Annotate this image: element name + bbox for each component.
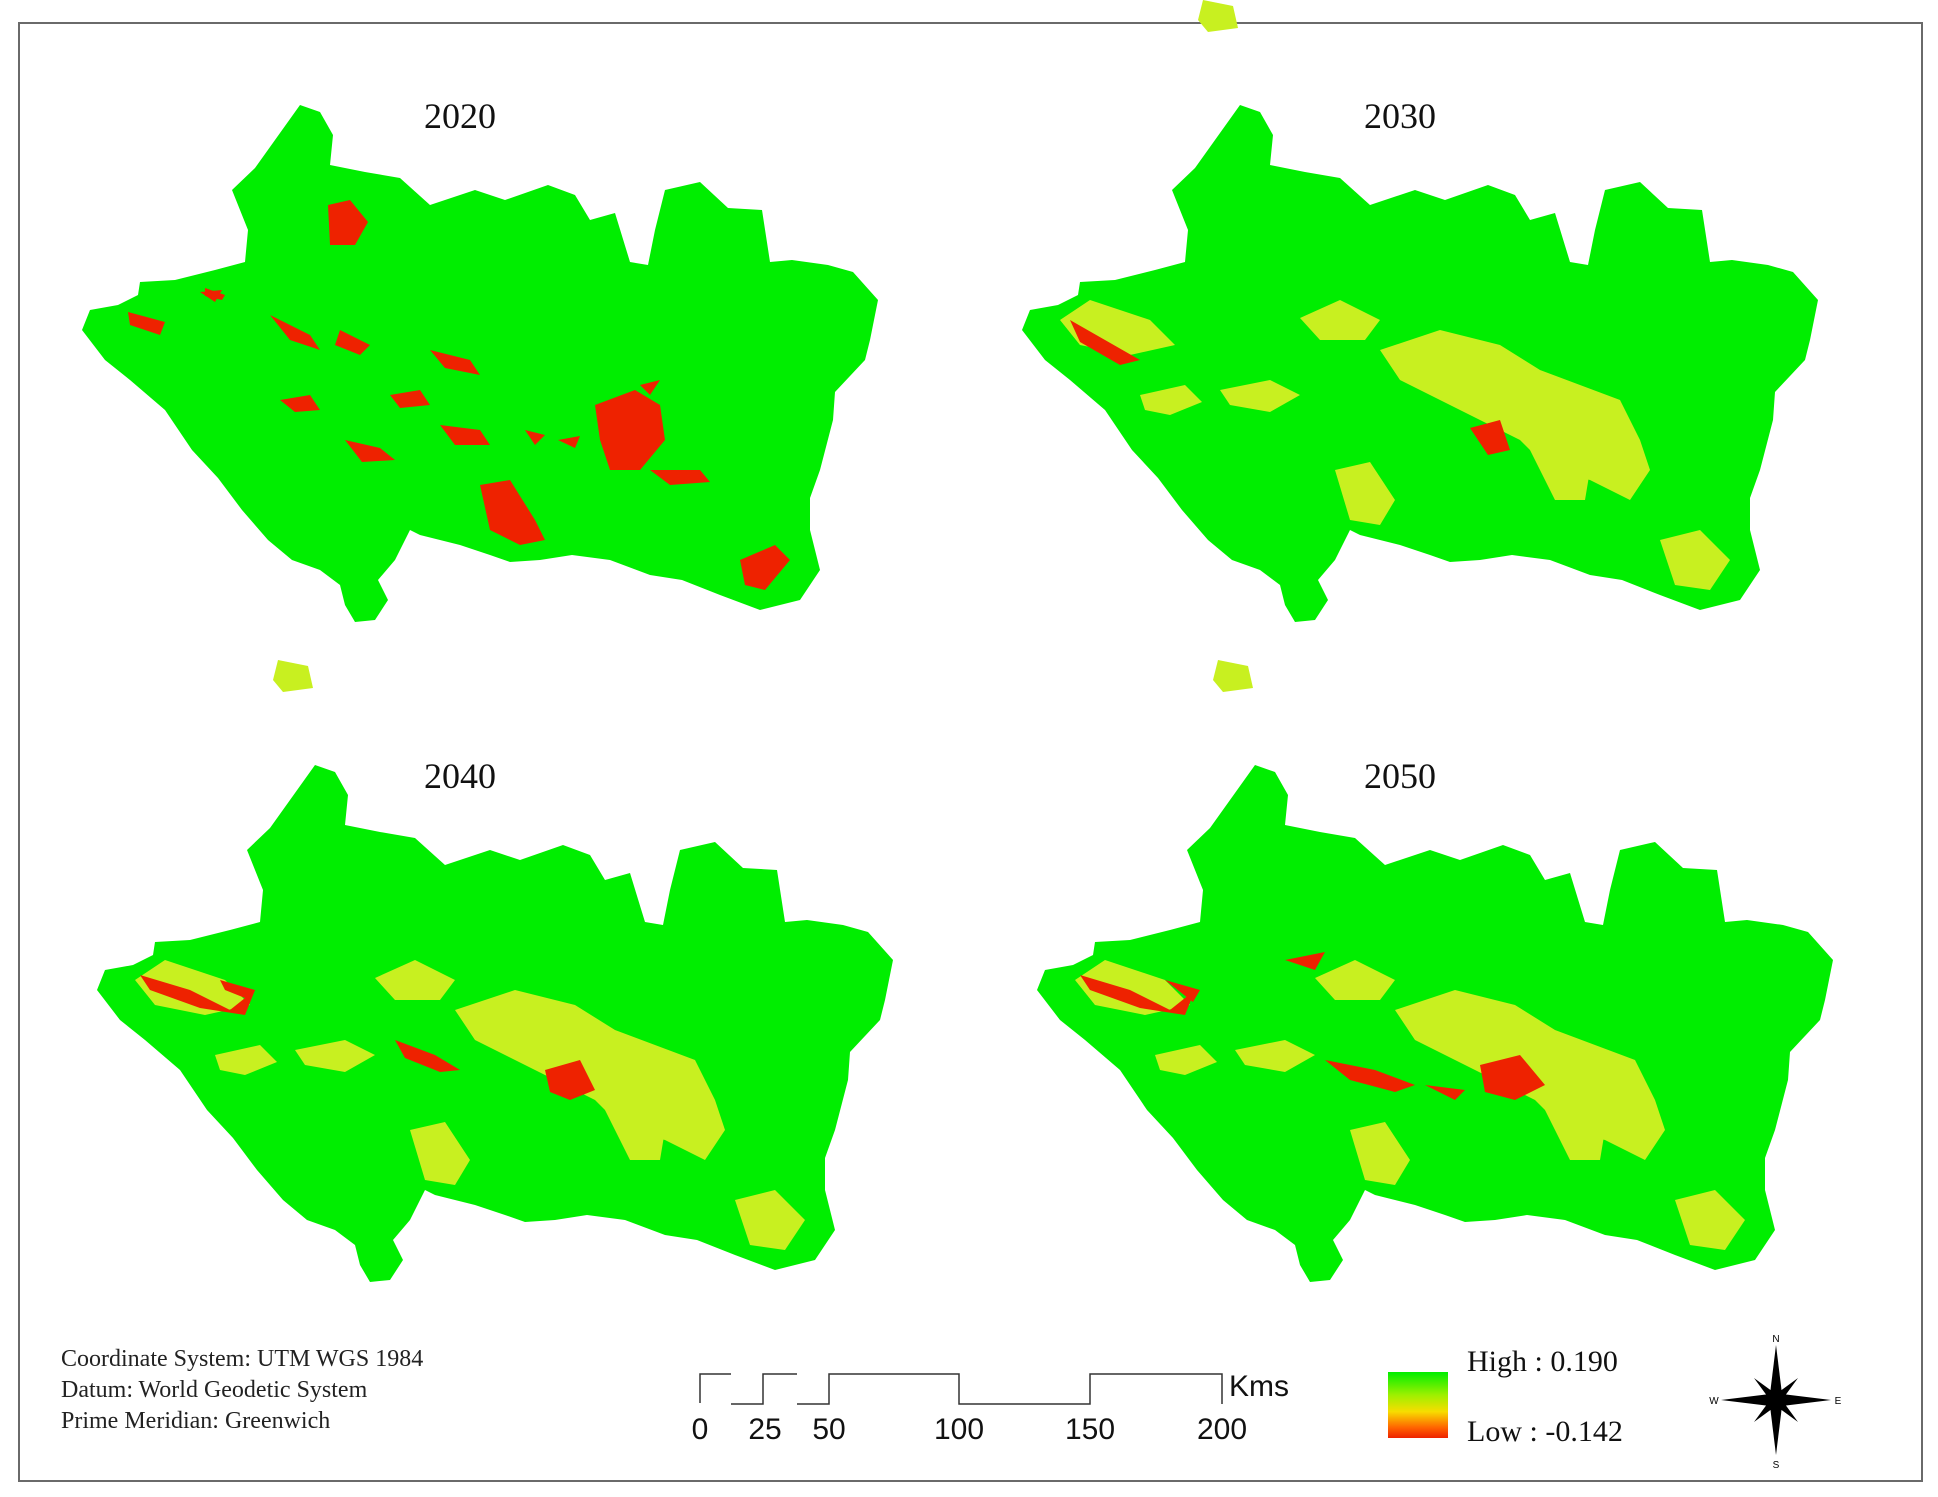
map-panel-2020 — [82, 105, 878, 622]
map-panel-2040 — [97, 660, 893, 1282]
compass-rose-icon: N E S W — [1709, 1334, 1841, 1471]
scale-tick-0: 0 — [691, 1413, 709, 1446]
panel-year-2030: 2030 — [1364, 96, 1436, 136]
low-value-patches — [1080, 952, 1545, 1100]
panel-year-2020: 2020 — [424, 96, 496, 136]
datum-text: Datum: World Geodetic System — [61, 1377, 368, 1403]
low-value-patches — [128, 200, 790, 590]
coordinate-system-text: Coordinate System: UTM WGS 1984 — [61, 1346, 424, 1372]
compass-letter-s: S — [1773, 1460, 1780, 1471]
legend-high-label: High : 0.190 — [1467, 1345, 1618, 1378]
compass-letter-e: E — [1835, 1396, 1842, 1407]
compass-letter-w: W — [1709, 1396, 1719, 1407]
scale-tick-50: 50 — [812, 1413, 846, 1446]
map-panel-2050 — [1037, 660, 1833, 1282]
scale-unit-label: Kms — [1229, 1370, 1289, 1403]
legend-low-label: Low : -0.142 — [1467, 1415, 1623, 1448]
legend-color-ramp — [1388, 1372, 1448, 1438]
scale-tick-150: 150 — [1064, 1413, 1116, 1446]
region-shape — [82, 105, 878, 622]
scale-tick-200: 200 — [1196, 1413, 1248, 1446]
low-value-patches — [1070, 320, 1510, 455]
panel-year-2040: 2040 — [424, 756, 496, 796]
scale-bar — [699, 1373, 1223, 1405]
compass-letter-n: N — [1772, 1334, 1779, 1345]
scale-tick-25: 25 — [748, 1413, 782, 1446]
panel-year-2050: 2050 — [1364, 756, 1436, 796]
prime-meridian-text: Prime Meridian: Greenwich — [61, 1408, 331, 1434]
map-metadata: Coordinate System: UTM WGS 1984 Datum: W… — [61, 1344, 423, 1437]
map-panel-2030 — [1022, 0, 1818, 622]
scale-tick-100: 100 — [933, 1413, 985, 1446]
low-value-patches — [140, 975, 595, 1100]
